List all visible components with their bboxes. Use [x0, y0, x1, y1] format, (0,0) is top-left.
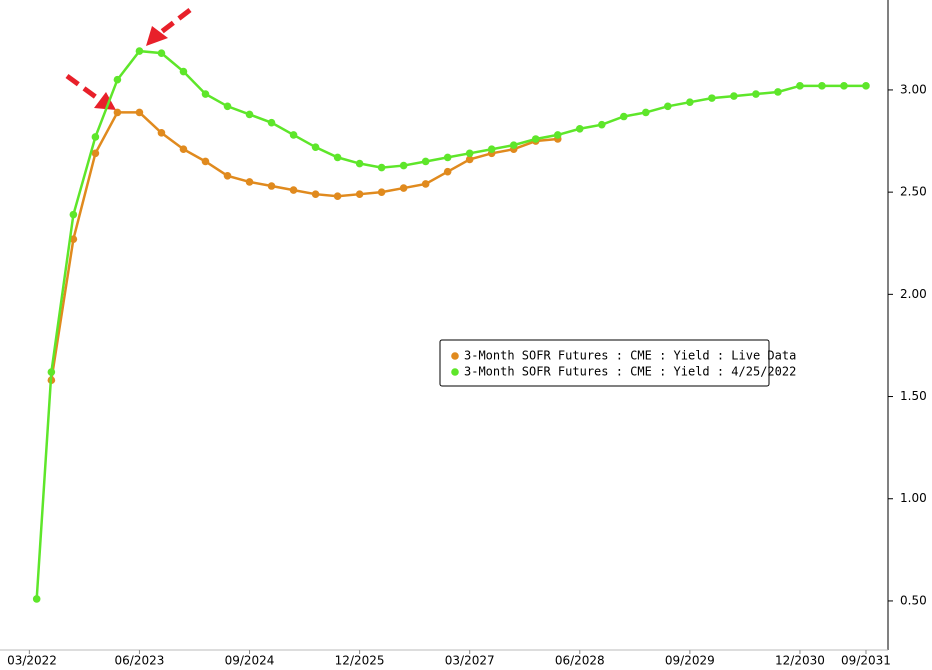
point	[377, 163, 386, 172]
point	[377, 188, 386, 196]
point	[421, 157, 430, 166]
legend-label: 3-Month SOFR Futures : CME : Yield : Liv…	[464, 349, 796, 363]
y-tick-label: 0.50	[900, 593, 927, 607]
point	[465, 155, 474, 164]
arrow-shaft	[65, 73, 102, 103]
point	[664, 102, 672, 111]
point	[32, 595, 41, 603]
point	[774, 88, 782, 96]
arrow-head	[146, 26, 168, 46]
x-tick-label: 09/2031	[841, 654, 891, 668]
point	[553, 131, 562, 139]
point	[69, 235, 78, 243]
legend: 3-Month SOFR Futures : CME : Yield : Liv…	[439, 339, 796, 387]
point	[201, 157, 210, 166]
x-tick-label: 06/2023	[115, 654, 165, 668]
point	[135, 47, 144, 55]
point	[708, 94, 716, 102]
point	[201, 90, 210, 98]
arrow-head	[94, 92, 116, 110]
point	[245, 110, 254, 119]
point	[91, 133, 100, 141]
point	[245, 178, 254, 186]
point	[421, 180, 430, 188]
point	[355, 190, 364, 198]
point	[399, 161, 408, 170]
point	[289, 186, 298, 194]
annotation-arrows	[65, 8, 192, 110]
y-tick-label: 2.50	[900, 185, 927, 199]
x-tick-label: 09/2024	[225, 654, 275, 668]
point	[509, 141, 518, 149]
y-tick-label: 1.50	[900, 389, 927, 403]
point	[818, 82, 826, 90]
point	[862, 82, 870, 90]
point	[597, 120, 606, 129]
point	[333, 192, 342, 201]
legend-box	[439, 339, 770, 387]
point	[267, 182, 276, 190]
point	[289, 131, 298, 139]
point	[686, 98, 694, 107]
point	[730, 92, 738, 100]
point	[69, 210, 78, 219]
point	[47, 368, 56, 376]
point	[752, 90, 760, 98]
x-tick-label: 03/2027	[445, 654, 495, 668]
x-tick-label: 06/2028	[555, 654, 605, 668]
point	[796, 82, 804, 90]
x-tick-label: 12/2030	[775, 654, 825, 668]
point	[157, 49, 166, 57]
point	[223, 171, 232, 180]
point	[179, 67, 188, 76]
point	[465, 149, 474, 158]
point	[355, 159, 364, 168]
point	[179, 145, 188, 154]
point	[620, 112, 628, 121]
point	[575, 124, 584, 133]
point	[157, 129, 166, 137]
y-tick-label: 2.00	[900, 287, 927, 301]
legend-label: 3-Month SOFR Futures : CME : Yield : 4/2…	[464, 365, 796, 379]
arrow-shaft	[158, 8, 192, 35]
point	[113, 75, 122, 84]
legend-marker	[451, 352, 459, 360]
y-tick-label: 1.00	[900, 491, 927, 505]
point	[311, 143, 320, 151]
y-tick-label: 3.00	[900, 82, 927, 96]
point	[267, 118, 276, 127]
point	[399, 184, 408, 192]
point	[840, 82, 848, 90]
point	[443, 167, 452, 176]
point	[223, 102, 232, 111]
x-tick-label: 03/2022	[7, 654, 57, 668]
point	[531, 135, 540, 143]
point	[642, 108, 650, 117]
x-tick-label: 09/2029	[665, 654, 715, 668]
point	[311, 190, 320, 198]
point	[91, 149, 100, 158]
point	[487, 145, 496, 154]
x-tick-label: 12/2025	[335, 654, 385, 668]
point	[113, 108, 122, 117]
point	[135, 108, 144, 117]
point	[443, 153, 452, 162]
legend-marker	[451, 368, 459, 376]
point	[333, 153, 342, 162]
